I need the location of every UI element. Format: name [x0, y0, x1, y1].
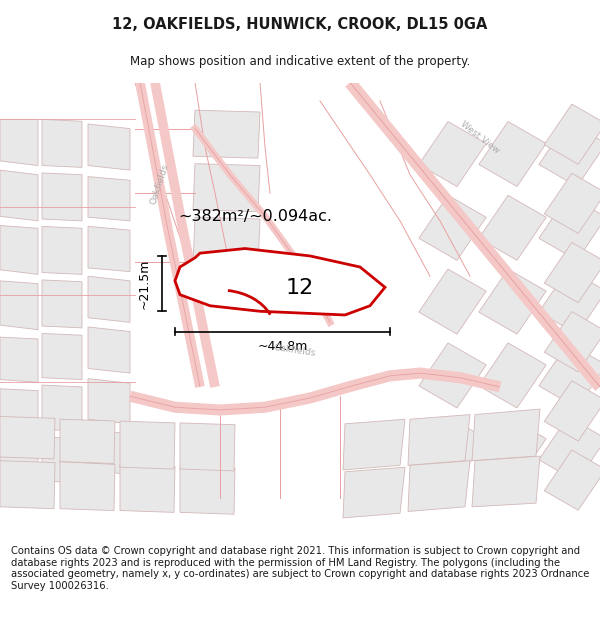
Polygon shape [120, 464, 175, 512]
Polygon shape [193, 217, 260, 267]
Polygon shape [419, 417, 486, 482]
Polygon shape [419, 269, 486, 334]
Polygon shape [544, 450, 600, 510]
Polygon shape [88, 226, 130, 272]
Polygon shape [479, 121, 546, 186]
Polygon shape [544, 242, 600, 302]
Polygon shape [544, 173, 600, 234]
Polygon shape [42, 119, 82, 168]
Polygon shape [472, 456, 540, 507]
Polygon shape [88, 124, 130, 170]
Polygon shape [193, 164, 260, 212]
Polygon shape [42, 333, 82, 379]
Polygon shape [343, 467, 405, 518]
Text: Map shows position and indicative extent of the property.: Map shows position and indicative extent… [130, 56, 470, 68]
Text: 12, OAKFIELDS, HUNWICK, CROOK, DL15 0GA: 12, OAKFIELDS, HUNWICK, CROOK, DL15 0GA [112, 18, 488, 32]
Polygon shape [419, 195, 486, 260]
Polygon shape [479, 343, 546, 408]
Polygon shape [544, 104, 600, 164]
Polygon shape [60, 462, 115, 511]
Polygon shape [472, 409, 540, 461]
Polygon shape [88, 177, 130, 221]
Polygon shape [0, 119, 38, 166]
Polygon shape [408, 461, 470, 511]
Polygon shape [0, 226, 38, 274]
Polygon shape [88, 327, 130, 373]
Polygon shape [544, 312, 600, 372]
Text: ~44.8m: ~44.8m [257, 340, 308, 353]
Polygon shape [0, 337, 38, 382]
Polygon shape [180, 423, 235, 471]
Polygon shape [539, 417, 600, 482]
Text: ~382m²/~0.094ac.: ~382m²/~0.094ac. [178, 209, 332, 224]
Polygon shape [88, 276, 130, 322]
Polygon shape [419, 121, 486, 186]
Polygon shape [88, 429, 130, 474]
Polygon shape [0, 416, 55, 459]
Polygon shape [0, 461, 55, 509]
Polygon shape [180, 466, 235, 514]
Text: Oakfields: Oakfields [274, 342, 317, 357]
Text: ~21.5m: ~21.5m [137, 258, 151, 309]
Polygon shape [408, 414, 470, 466]
Text: Contains OS data © Crown copyright and database right 2021. This information is : Contains OS data © Crown copyright and d… [11, 546, 589, 591]
Polygon shape [0, 439, 38, 484]
Polygon shape [0, 389, 38, 433]
Polygon shape [539, 121, 600, 186]
Text: Oakfields: Oakfields [149, 162, 171, 206]
Polygon shape [419, 343, 486, 408]
Polygon shape [120, 421, 175, 469]
Polygon shape [544, 381, 600, 441]
Polygon shape [479, 417, 546, 482]
Polygon shape [0, 281, 38, 330]
Polygon shape [42, 280, 82, 328]
Text: 12: 12 [286, 278, 314, 298]
Polygon shape [479, 195, 546, 260]
Polygon shape [88, 379, 130, 424]
Text: West View: West View [459, 120, 501, 156]
Polygon shape [193, 110, 260, 158]
Polygon shape [0, 170, 38, 221]
Polygon shape [42, 226, 82, 274]
Polygon shape [42, 173, 82, 221]
Polygon shape [343, 419, 405, 470]
Polygon shape [175, 249, 385, 315]
Polygon shape [479, 269, 546, 334]
Polygon shape [60, 419, 115, 464]
Polygon shape [539, 195, 600, 260]
Polygon shape [42, 437, 82, 483]
Polygon shape [42, 385, 82, 431]
Polygon shape [539, 269, 600, 334]
Polygon shape [539, 343, 600, 408]
